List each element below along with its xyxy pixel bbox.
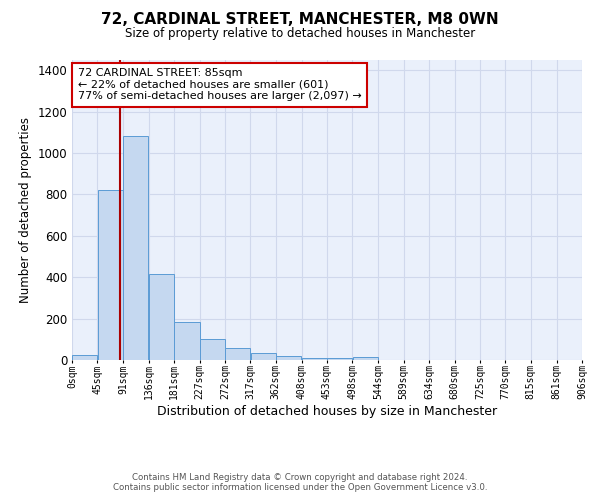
Y-axis label: Number of detached properties: Number of detached properties: [19, 117, 32, 303]
Bar: [124, 136, 148, 360]
Bar: [327, 358, 352, 360]
Bar: [149, 274, 173, 360]
Bar: [98, 190, 123, 360]
Bar: [72, 356, 97, 360]
Text: Contains HM Land Registry data © Crown copyright and database right 2024.
Contai: Contains HM Land Registry data © Crown c…: [113, 473, 487, 492]
Bar: [302, 358, 327, 360]
Text: 72 CARDINAL STREET: 85sqm
← 22% of detached houses are smaller (601)
77% of semi: 72 CARDINAL STREET: 85sqm ← 22% of detac…: [77, 68, 361, 102]
Bar: [226, 348, 250, 360]
Text: Size of property relative to detached houses in Manchester: Size of property relative to detached ho…: [125, 28, 475, 40]
Bar: [200, 340, 225, 360]
Bar: [276, 356, 301, 360]
Text: 72, CARDINAL STREET, MANCHESTER, M8 0WN: 72, CARDINAL STREET, MANCHESTER, M8 0WN: [101, 12, 499, 28]
Bar: [174, 322, 200, 360]
Bar: [353, 358, 378, 360]
X-axis label: Distribution of detached houses by size in Manchester: Distribution of detached houses by size …: [157, 405, 497, 418]
Bar: [251, 353, 275, 360]
